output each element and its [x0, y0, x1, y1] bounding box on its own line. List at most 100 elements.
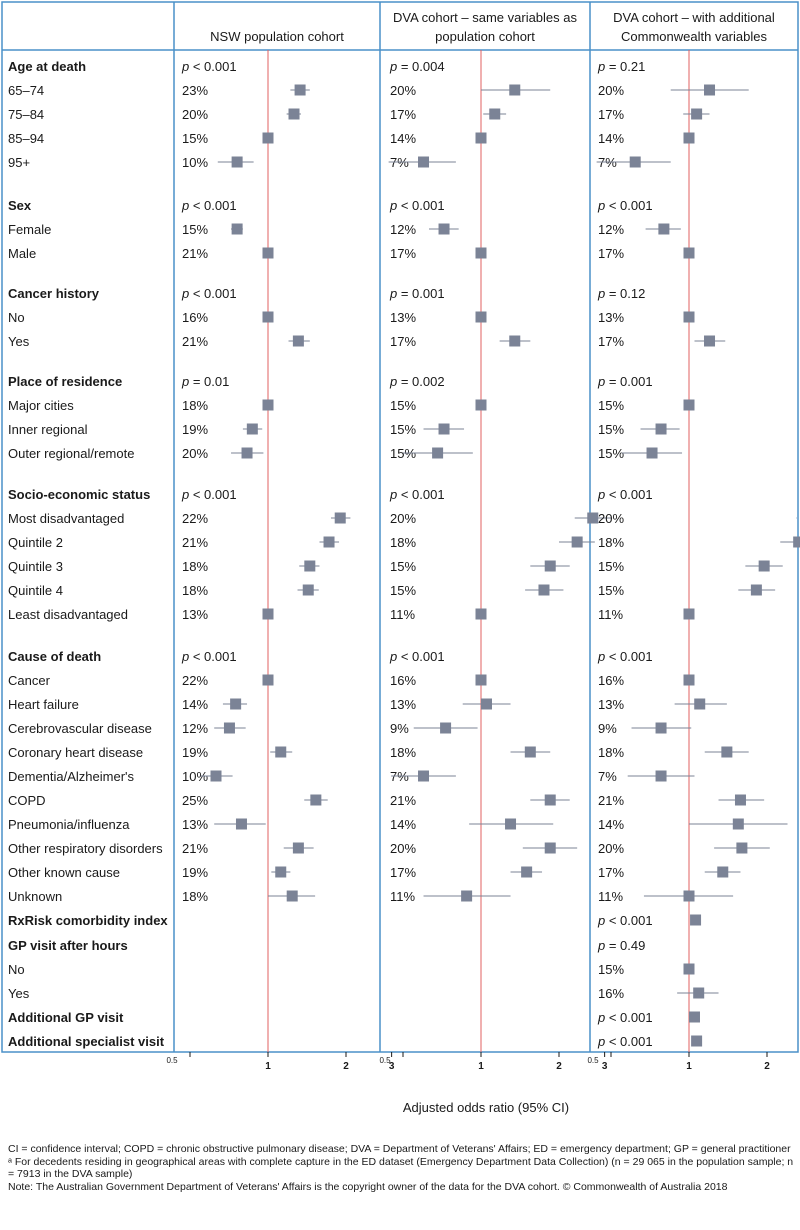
percentage: 15%: [182, 222, 208, 237]
percentage: 22%: [182, 511, 208, 526]
estimate-marker: [475, 608, 487, 620]
estimate-marker: [438, 223, 450, 235]
percentage: 17%: [598, 334, 624, 349]
p-value: p = 0.001: [597, 374, 653, 389]
percentage: 14%: [598, 131, 624, 146]
estimate-marker: [231, 156, 243, 168]
estimate-marker: [235, 818, 247, 830]
row-label: Least disadvantaged: [8, 607, 128, 622]
group-heading: Sex: [8, 198, 32, 213]
estimate-marker: [509, 84, 521, 96]
percentage: 17%: [390, 246, 416, 261]
percentage: 20%: [390, 511, 416, 526]
x-tick-label: 0.5: [379, 1056, 391, 1065]
percentage: 19%: [182, 422, 208, 437]
x-tick-label: 1: [265, 1061, 271, 1072]
footnote-copyright: Note: The Australian Government Departme…: [8, 1180, 728, 1193]
p-value: p < 0.001: [389, 198, 445, 213]
percentage: 9%: [598, 721, 617, 736]
x-tick-label: 2: [556, 1061, 562, 1072]
percentage: 15%: [390, 422, 416, 437]
estimate-marker: [691, 1035, 703, 1047]
row-label: Female: [8, 222, 51, 237]
percentage: 13%: [390, 310, 416, 325]
estimate-marker: [655, 722, 667, 734]
row-label: Outer regional/remote: [8, 446, 134, 461]
estimate-marker: [732, 818, 744, 830]
estimate-marker: [683, 247, 695, 259]
estimate-marker: [275, 866, 287, 878]
p-value: p < 0.001: [181, 286, 237, 301]
percentage: 20%: [390, 841, 416, 856]
percentage: 15%: [598, 446, 624, 461]
estimate-marker: [538, 584, 550, 596]
estimate-marker: [544, 842, 556, 854]
estimate-marker: [505, 818, 517, 830]
percentage: 20%: [182, 446, 208, 461]
estimate-marker: [734, 794, 746, 806]
x-tick-label: 1: [478, 1061, 484, 1072]
p-value: p < 0.001: [181, 487, 237, 502]
percentage: 19%: [182, 745, 208, 760]
estimate-marker: [286, 890, 298, 902]
estimate-marker: [521, 866, 533, 878]
estimate-marker: [683, 890, 695, 902]
p-value: p = 0.21: [597, 59, 645, 74]
row-label: Pneumonia/influenza: [8, 817, 130, 832]
percentage: 18%: [182, 889, 208, 904]
estimate-marker: [230, 698, 242, 710]
estimate-marker: [721, 746, 733, 758]
estimate-marker: [231, 223, 243, 235]
percentage: 16%: [390, 673, 416, 688]
percentage: 17%: [390, 865, 416, 880]
percentage: 12%: [390, 222, 416, 237]
percentage: 17%: [598, 865, 624, 880]
percentage: 13%: [598, 697, 624, 712]
percentage: 21%: [182, 246, 208, 261]
row-label: 65–74: [8, 83, 44, 98]
row-label: Unknown: [8, 889, 62, 904]
panel-title: DVA cohort – with additional: [613, 10, 775, 25]
x-tick-label: 0.5: [166, 1056, 178, 1065]
percentage: 19%: [182, 865, 208, 880]
estimate-marker: [736, 842, 748, 854]
percentage: 12%: [598, 222, 624, 237]
p-value: p < 0.001: [597, 649, 653, 664]
group-heading: Place of residence: [8, 374, 122, 389]
estimate-marker: [438, 423, 450, 435]
percentage: 18%: [390, 535, 416, 550]
estimate-marker: [750, 584, 762, 596]
percentage: 20%: [390, 83, 416, 98]
p-value: p < 0.001: [597, 913, 653, 928]
panel-title: NSW population cohort: [210, 29, 344, 44]
row-label: Male: [8, 246, 36, 261]
group-heading: Age at death: [8, 59, 86, 74]
percentage: 17%: [390, 107, 416, 122]
percentage: 11%: [598, 889, 623, 904]
percentage: 15%: [598, 422, 624, 437]
estimate-marker: [475, 247, 487, 259]
estimate-marker: [210, 770, 222, 782]
percentage: 25%: [182, 793, 208, 808]
percentage: 21%: [182, 334, 208, 349]
p-value: p = 0.001: [389, 286, 445, 301]
percentage: 14%: [598, 817, 624, 832]
estimate-marker: [475, 674, 487, 686]
p-value: p < 0.001: [597, 1034, 653, 1049]
panels: p < 0.001 p = 0.004 p = 0.21 23% 20% 20% 20% 17…: [181, 50, 800, 1052]
estimate-marker: [334, 512, 346, 524]
panel-headers: NSW population cohort DVA cohort – same v…: [210, 10, 775, 44]
row-label: Quintile 3: [8, 559, 63, 574]
percentage: 10%: [182, 769, 208, 784]
percentage: 15%: [390, 559, 416, 574]
percentage: 21%: [598, 793, 624, 808]
percentage: 11%: [390, 607, 415, 622]
footnote-ed-sample: ᵃ For decedents residing in geographical…: [8, 1155, 794, 1181]
row-label: 75–84: [8, 107, 44, 122]
percentage: 21%: [182, 841, 208, 856]
percentage: 18%: [390, 745, 416, 760]
row-label: Heart failure: [8, 697, 79, 712]
percentage: 16%: [598, 673, 624, 688]
percentage: 14%: [390, 817, 416, 832]
percentage: 20%: [182, 107, 208, 122]
